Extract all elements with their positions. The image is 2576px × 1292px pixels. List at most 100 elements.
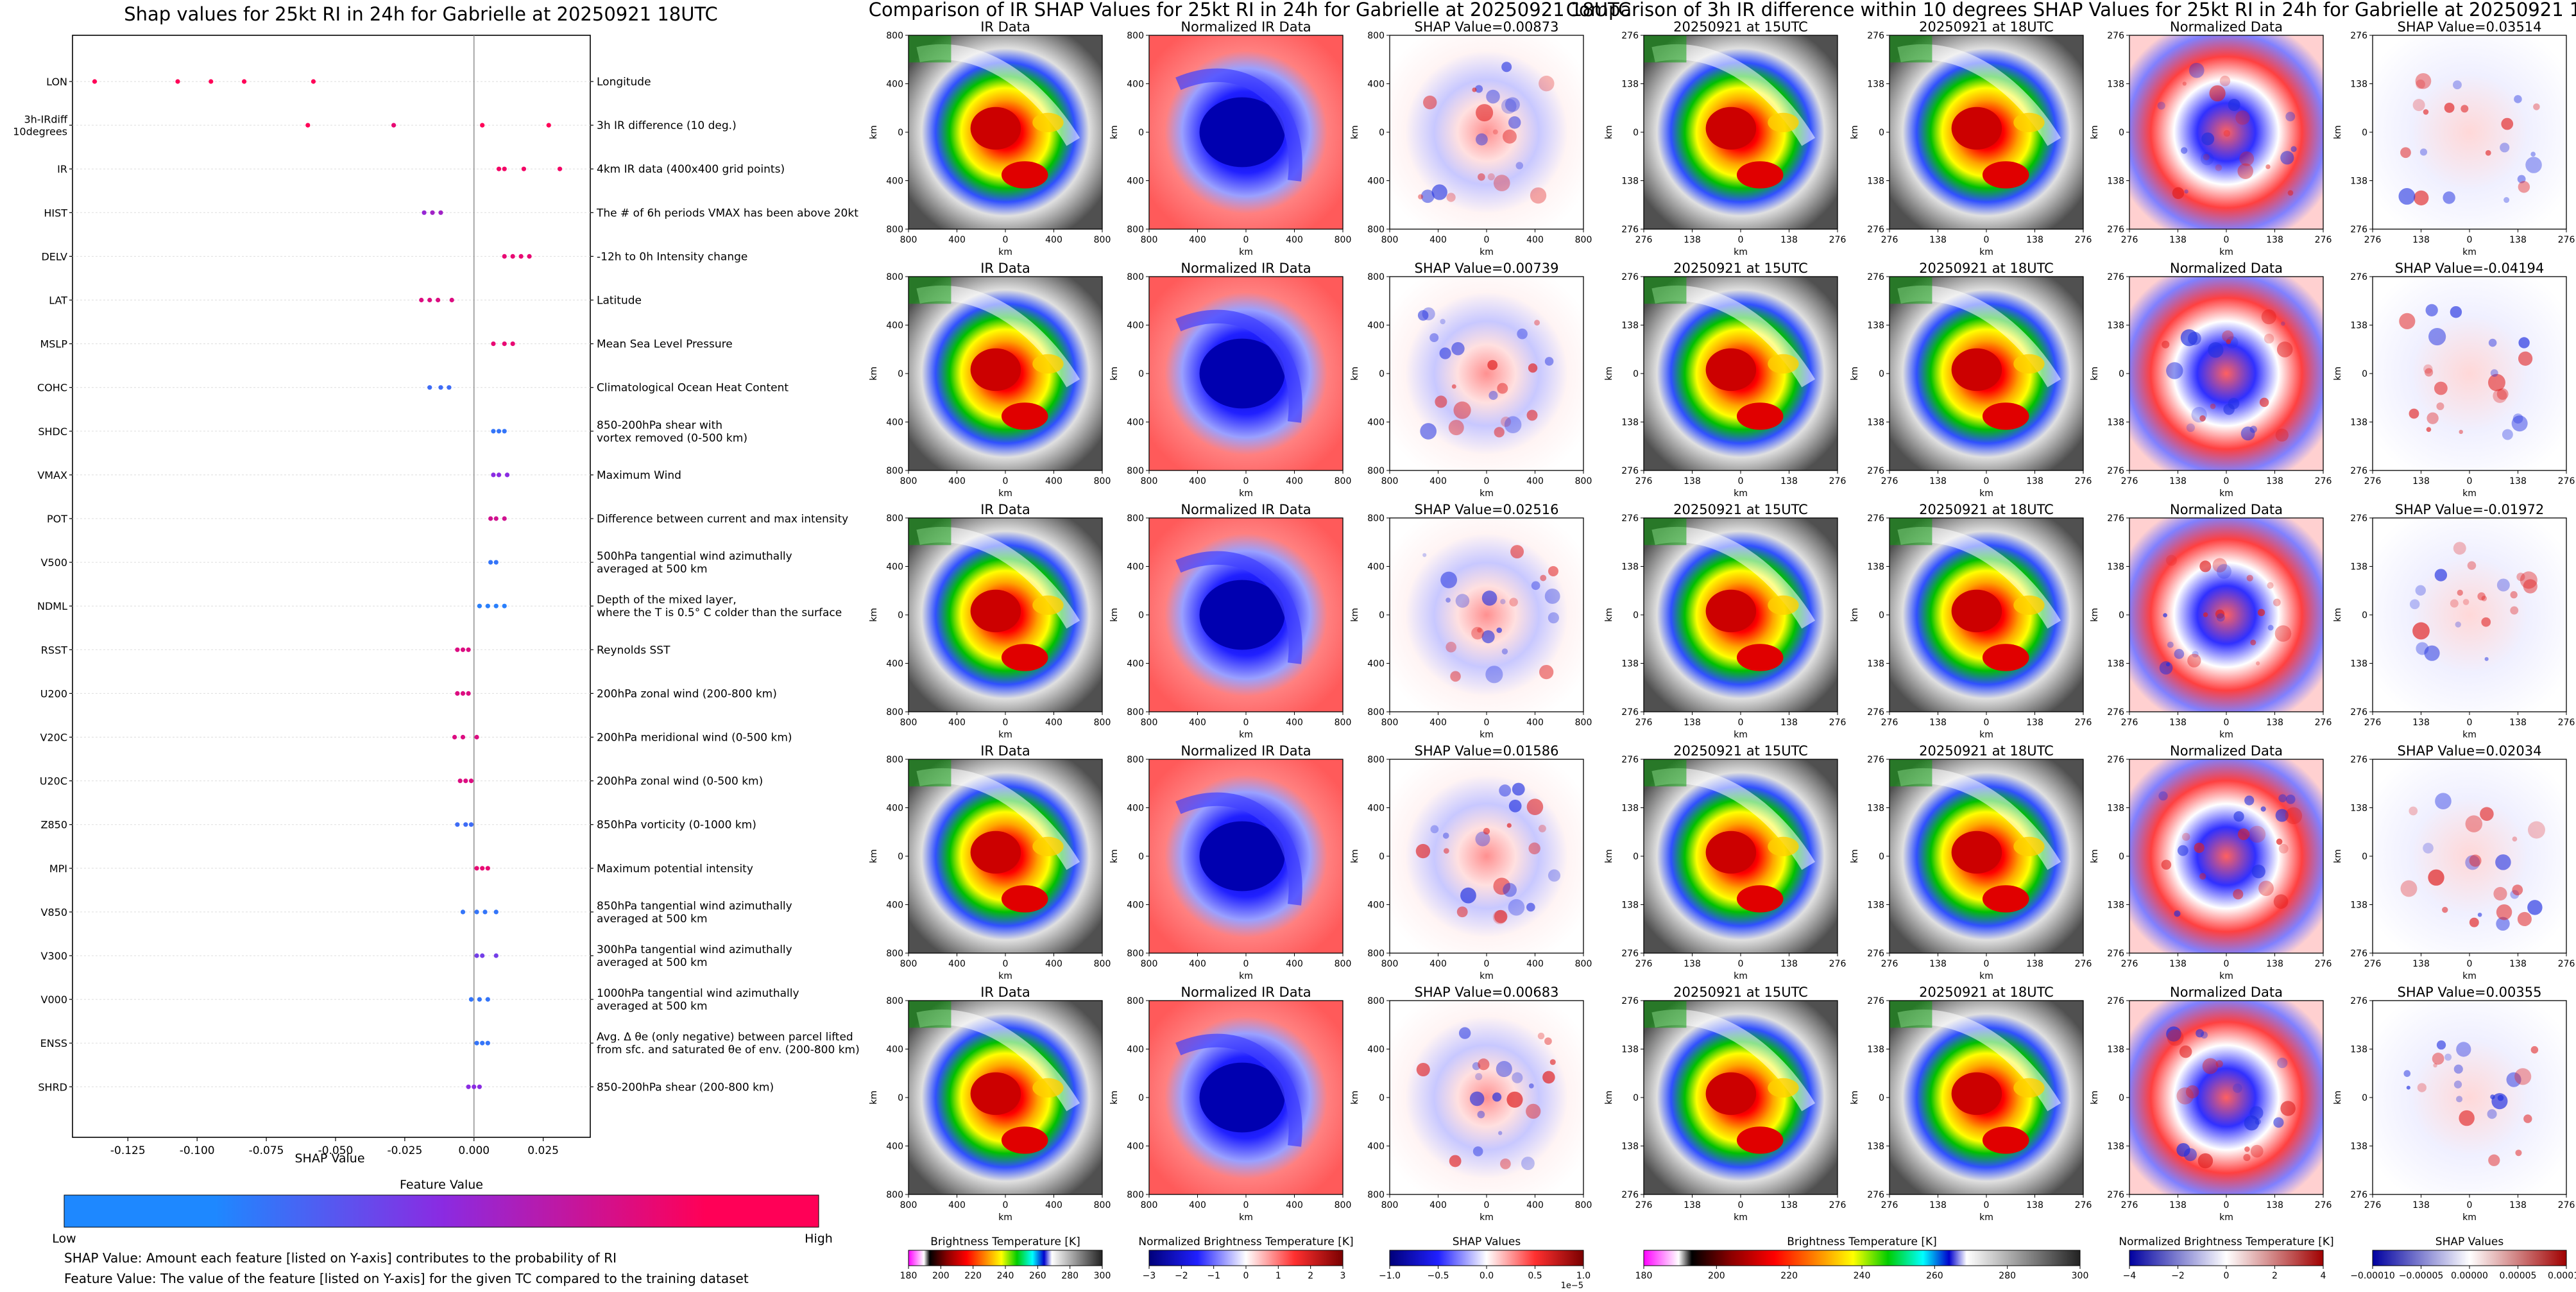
x-tick-label: 400 — [1189, 959, 1206, 969]
x-tick-label: -0.050 — [318, 1144, 354, 1157]
cold-band — [1175, 551, 1302, 664]
panel-title: Normalized IR Data — [1181, 19, 1311, 35]
x-tick-label: 138 — [2266, 235, 2283, 245]
rainband — [1001, 885, 1048, 913]
ir-panel-title: Comparison of IR SHAP Values for 25kt RI… — [869, 0, 1631, 21]
shap-blob — [2399, 313, 2416, 329]
colorbar: Normalized Brightness Temperature [K] −3 −… — [1138, 1236, 1353, 1281]
rainband — [2013, 836, 2045, 856]
y-tick-label: 138 — [1867, 321, 1884, 331]
shap-blob — [2496, 578, 2510, 592]
shap-blob — [2216, 613, 2225, 622]
panel-title: 20250921 at 18UTC — [1919, 502, 2054, 517]
x-tick-label: 0 — [1243, 235, 1249, 245]
shap-blob — [1500, 599, 1506, 605]
shap-blob — [2233, 889, 2244, 900]
x-tick-label: 0 — [2467, 718, 2473, 728]
shap-point — [438, 210, 443, 215]
x-tick-label: 400 — [1286, 476, 1303, 487]
shap-blob — [2496, 917, 2510, 931]
shap-point — [521, 166, 527, 171]
x-tick-label: 0 — [1484, 959, 1490, 969]
convection — [1644, 759, 1687, 787]
shap-blob — [2500, 142, 2510, 153]
shap-blob — [1515, 162, 1524, 169]
colorbar-tick-label: 0 — [2224, 1271, 2230, 1281]
y-tick-label: 400 — [1127, 321, 1144, 331]
y-tick-label: 138 — [1621, 1045, 1639, 1055]
y-tick-label: 138 — [2350, 418, 2367, 428]
shap-blob — [2233, 811, 2244, 822]
y-tick-label: 276 — [1867, 1190, 1884, 1200]
shap-blob — [2202, 1058, 2219, 1074]
panel-image — [2373, 759, 2566, 953]
panel-title: Normalized IR Data — [1181, 743, 1311, 759]
x-tick-label: 0 — [1984, 476, 1990, 487]
y-tick-label: 800 — [1367, 31, 1385, 41]
y-tick-label: 0 — [2119, 610, 2124, 621]
shap-blob — [2518, 181, 2530, 193]
x-tick-label: 800 — [1381, 1200, 1399, 1210]
colorbar-tick-label: 220 — [964, 1271, 982, 1281]
colorbar-tick-label: 3 — [1340, 1271, 1346, 1281]
x-tick-label: 138 — [2509, 718, 2527, 728]
storm-core — [1705, 831, 1757, 874]
rainband — [1982, 885, 2029, 913]
rainband — [1032, 595, 1064, 616]
feature-label-9: VMAX — [37, 469, 67, 481]
x-tick-label: 800 — [900, 235, 917, 245]
shap-blob — [2228, 98, 2240, 111]
x-tick-label: 400 — [1189, 235, 1206, 245]
feature-label-15: V20C — [40, 732, 67, 744]
shap-blob — [1508, 899, 1525, 916]
shap-blob — [1475, 133, 1488, 146]
shap-blob — [1430, 825, 1439, 834]
panel-title: SHAP Value=0.02516 — [1415, 502, 1559, 517]
y-axis-label: km — [2090, 1090, 2100, 1105]
y-tick-label: 800 — [1367, 1190, 1385, 1200]
y-tick-label: 138 — [2350, 1142, 2367, 1152]
x-tick-label: 276 — [2364, 718, 2382, 728]
shap-point — [474, 1040, 479, 1046]
panel-title: SHAP Value=0.02034 — [2398, 743, 2542, 759]
shap-blob — [2182, 832, 2190, 841]
panel-image — [2373, 518, 2566, 712]
shap-point — [480, 1040, 485, 1046]
feature-desc-19: 850hPa tangential wind azimuthally averag… — [597, 900, 792, 926]
colorbar-tick-label: 1 — [1275, 1271, 1281, 1281]
feature-desc-2: 4km IR data (400x400 grid points) — [597, 163, 785, 176]
ir15-image-panel: 20250921 at 15UTC27627613813800138138276… — [1604, 502, 1846, 740]
x-tick-label: 400 — [1286, 1200, 1303, 1210]
x-axis-label: km — [998, 247, 1012, 257]
y-tick-label: 800 — [1367, 949, 1385, 959]
shap-point — [480, 866, 485, 871]
panel-image — [2129, 1001, 2323, 1194]
y-tick-label: 276 — [2107, 707, 2124, 718]
y-tick-label: 276 — [1867, 996, 1884, 1006]
y-tick-label: 400 — [886, 1045, 903, 1055]
feature-label-1: 3h-IRdiff 10degrees — [13, 114, 68, 138]
y-tick-label: 276 — [2107, 272, 2124, 282]
shap-blob — [1455, 594, 1470, 608]
y-tick-label: 138 — [2350, 562, 2367, 573]
shap-blob — [2209, 85, 2226, 102]
colorbar-exponent: 1e−5 — [1561, 1281, 1583, 1289]
shap-blob — [2530, 151, 2536, 157]
x-tick-label: 400 — [1526, 718, 1544, 728]
shap-blob — [2276, 341, 2293, 357]
x-tick-label: 400 — [1286, 959, 1303, 969]
x-axis-label: km — [998, 971, 1012, 981]
y-tick-label: 800 — [886, 996, 903, 1006]
feature-label-16: U20C — [40, 775, 67, 788]
panel-title: SHAP Value=-0.01972 — [2395, 502, 2545, 517]
y-tick-label: 800 — [1127, 707, 1144, 718]
shap-blob — [2216, 564, 2231, 579]
y-tick-label: 0 — [1633, 369, 1639, 379]
shap-blob — [2477, 912, 2482, 917]
shap-blob — [2275, 809, 2289, 822]
x-axis-label: km — [1979, 488, 1993, 499]
y-tick-label: 0 — [1879, 852, 1884, 862]
y-tick-label: 800 — [1127, 272, 1144, 282]
x-tick-label: 276 — [2315, 959, 2332, 969]
shap-blob — [2261, 309, 2276, 325]
